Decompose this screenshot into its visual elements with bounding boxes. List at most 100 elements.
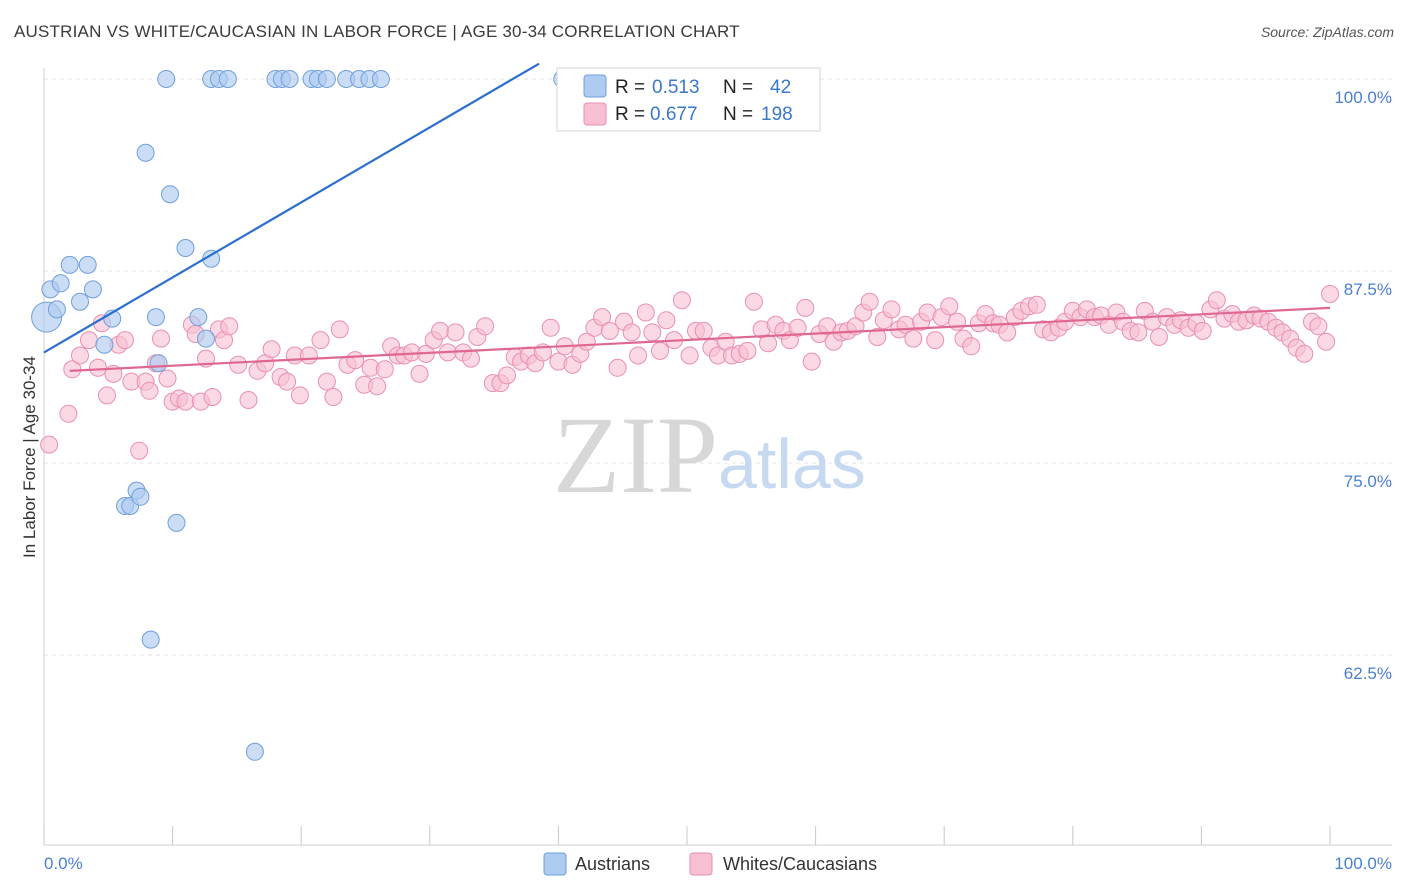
data-point-austrians xyxy=(157,70,176,88)
data-point-austrians xyxy=(136,143,155,162)
data-point-austrians xyxy=(167,513,186,532)
trend-lines xyxy=(43,62,1331,372)
data-point-whites xyxy=(116,331,134,350)
data-point-whites xyxy=(290,386,309,405)
data-point-whites xyxy=(788,318,807,337)
data-point-whites xyxy=(462,349,480,368)
data-point-austrians xyxy=(161,185,179,204)
stats-legend-n-value-austrians: 42 xyxy=(770,77,791,98)
data-point-whites xyxy=(629,346,648,365)
data-point-austrians xyxy=(78,255,97,274)
data-point-austrians xyxy=(371,70,390,88)
austrians-points xyxy=(31,70,730,761)
data-point-austrians xyxy=(189,308,208,327)
data-point-austrians xyxy=(146,308,165,327)
data-point-whites xyxy=(796,298,815,317)
data-point-whites xyxy=(311,331,330,350)
data-point-whites xyxy=(1317,332,1336,351)
stats-legend-n-label-whites: N = xyxy=(723,104,753,125)
data-point-whites xyxy=(622,323,641,342)
data-point-whites xyxy=(1295,344,1314,363)
data-point-whites xyxy=(239,391,258,409)
data-point-whites xyxy=(1027,295,1046,314)
stats-legend-r-label-whites: R = xyxy=(615,104,645,125)
y-axis-label: In Labor Force | Age 30-34 xyxy=(20,356,39,558)
data-point-whites xyxy=(262,340,281,359)
data-point-austrians xyxy=(47,300,66,319)
data-point-whites xyxy=(672,291,691,310)
data-point-whites xyxy=(744,292,763,311)
data-point-whites xyxy=(1129,323,1148,342)
data-point-austrians xyxy=(197,329,215,348)
data-point-whites xyxy=(130,441,149,460)
data-point-whites xyxy=(998,323,1017,342)
data-point-whites xyxy=(738,341,757,360)
trendline-whites xyxy=(69,306,1331,372)
data-point-whites xyxy=(962,337,981,356)
data-point-whites xyxy=(593,308,612,327)
data-point-whites xyxy=(541,318,560,337)
data-point-whites xyxy=(868,328,887,346)
data-point-whites xyxy=(600,321,619,340)
y-tick-label: 75.0% xyxy=(1344,472,1392,491)
x-tick-label-max: 100.0% xyxy=(1334,854,1392,873)
data-point-austrians xyxy=(60,255,79,274)
data-point-austrians xyxy=(245,742,264,761)
data-point-austrians xyxy=(83,280,102,299)
chart-title: AUSTRIAN VS WHITE/CAUCASIAN IN LABOR FOR… xyxy=(14,22,740,41)
data-point-whites xyxy=(882,300,901,319)
data-point-austrians xyxy=(95,335,114,354)
data-point-austrians xyxy=(218,70,237,88)
trendline-austrians xyxy=(43,62,540,354)
data-point-whites xyxy=(152,329,170,348)
data-point-whites xyxy=(410,364,429,383)
data-point-whites xyxy=(759,334,777,353)
data-point-austrians xyxy=(71,292,89,311)
data-point-whites xyxy=(220,317,239,336)
data-point-whites xyxy=(1150,328,1168,346)
data-point-austrians xyxy=(280,70,299,88)
data-point-whites xyxy=(317,372,336,391)
data-point-whites xyxy=(498,366,516,385)
y-tick-label: 100.0% xyxy=(1334,88,1392,107)
data-point-whites xyxy=(643,323,662,342)
data-point-whites xyxy=(1193,321,1212,340)
watermark: ZIP atlas xyxy=(553,394,866,516)
data-point-whites xyxy=(651,341,669,360)
stats-legend-swatch-austrians xyxy=(583,74,607,98)
watermark-atlas: atlas xyxy=(718,425,866,503)
watermark-zip: ZIP xyxy=(553,394,718,516)
data-point-whites xyxy=(89,358,107,377)
data-point-whites xyxy=(278,372,297,391)
data-point-whites xyxy=(446,323,465,342)
data-point-austrians xyxy=(149,354,168,373)
series-legend-swatch-whites xyxy=(689,852,713,876)
data-point-whites xyxy=(636,303,655,322)
data-point-whites xyxy=(176,392,195,411)
data-point-austrians xyxy=(317,70,336,88)
stats-legend-r-value-whites: 0.677 xyxy=(650,104,698,125)
stats-legend-r-value-austrians: 0.513 xyxy=(652,77,700,98)
data-point-whites xyxy=(694,321,713,340)
data-point-whites xyxy=(860,292,879,311)
stats-legend-n-value-whites: 198 xyxy=(761,104,793,125)
data-point-whites xyxy=(940,297,959,316)
data-point-austrians xyxy=(51,274,70,293)
data-point-whites xyxy=(1309,317,1328,336)
series-legend-swatch-austrians xyxy=(543,852,567,876)
data-point-whites xyxy=(59,404,78,423)
stats-legend-n-label-austrians: N = xyxy=(723,77,753,98)
data-point-whites xyxy=(1321,285,1339,303)
data-point-whites xyxy=(203,388,222,406)
data-point-austrians xyxy=(141,630,160,649)
data-point-whites xyxy=(1207,291,1226,310)
data-point-whites xyxy=(431,321,450,340)
data-point-whites xyxy=(80,331,98,350)
data-point-whites xyxy=(40,435,59,454)
data-point-whites xyxy=(158,369,177,388)
data-point-whites xyxy=(926,331,945,350)
data-point-whites xyxy=(140,381,159,400)
x-tick-label-min: 0.0% xyxy=(44,854,83,873)
data-point-whites xyxy=(680,346,699,365)
